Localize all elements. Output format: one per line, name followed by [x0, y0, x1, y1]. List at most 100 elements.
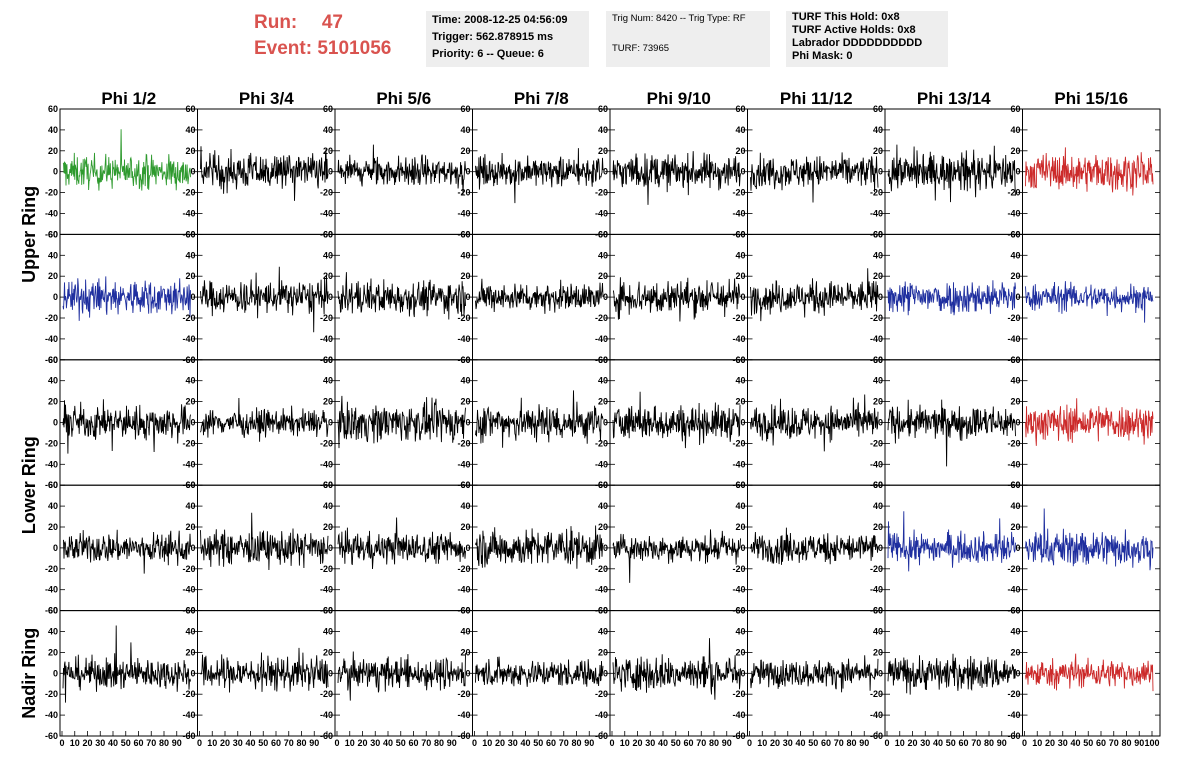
y-tick-label: 40: [873, 250, 883, 260]
y-tick-label: 20: [48, 522, 58, 532]
y-tick-label: -60: [1007, 731, 1020, 741]
y-tick-label: -40: [595, 585, 608, 595]
x-tick-label: 70: [559, 738, 569, 748]
panel-frame: [197, 484, 336, 612]
y-tick-label: -20: [870, 438, 883, 448]
y-tick-label: 40: [735, 125, 745, 135]
waveform-trace: [613, 277, 741, 322]
x-tick-label: 40: [933, 738, 943, 748]
y-tick-label: 60: [873, 229, 883, 239]
y-tick-label: -20: [45, 313, 58, 323]
y-tick-label: 0: [53, 543, 58, 553]
y-tick-label: 0: [740, 292, 745, 302]
y-tick-label: 40: [1010, 125, 1020, 135]
y-tick-label: -20: [182, 313, 195, 323]
x-tick-label: 80: [296, 738, 306, 748]
y-tick-label: 40: [48, 627, 58, 637]
y-tick-label: -20: [320, 438, 333, 448]
column-title: Phi 1/2: [101, 89, 156, 108]
y-tick-label: -40: [732, 710, 745, 720]
x-tick-label: 60: [958, 738, 968, 748]
y-tick-label: 60: [598, 606, 608, 616]
y-tick-label: -20: [182, 564, 195, 574]
y-tick-label: 40: [323, 501, 333, 511]
y-tick-label: 0: [328, 418, 333, 428]
y-tick-label: 40: [460, 627, 470, 637]
y-tick-label: 60: [598, 104, 608, 114]
y-tick-label: 0: [1015, 167, 1020, 177]
y-tick-label: 40: [48, 125, 58, 135]
x-tick-label: 100: [1144, 738, 1159, 748]
x-tick-label: 30: [645, 738, 655, 748]
time-text: Time: 2008-12-25 04:56:09: [432, 14, 568, 26]
y-tick-label: -20: [45, 438, 58, 448]
y-tick-label: 40: [735, 501, 745, 511]
x-tick-label: 80: [571, 738, 581, 748]
waveform-trace: [612, 151, 741, 205]
waveform-trace: [1025, 653, 1154, 692]
waveform-trace: [612, 638, 741, 700]
y-tick-label: 60: [185, 606, 195, 616]
y-tick-label: -60: [595, 731, 608, 741]
y-tick-label: -20: [870, 313, 883, 323]
y-tick-label: 0: [53, 167, 58, 177]
waveform-trace: [337, 395, 466, 449]
y-tick-label: 0: [465, 292, 470, 302]
y-tick-label: -40: [320, 585, 333, 595]
x-tick-label: 0: [1022, 738, 1027, 748]
y-tick-label: -40: [45, 334, 58, 344]
y-tick-label: -40: [732, 585, 745, 595]
y-tick-label: 20: [735, 271, 745, 281]
y-tick-label: -60: [45, 480, 58, 490]
y-tick-label: 0: [328, 167, 333, 177]
waveform-trace: [475, 390, 604, 448]
y-tick-label: -40: [595, 459, 608, 469]
y-tick-label: -20: [732, 438, 745, 448]
y-tick-label: 40: [1010, 501, 1020, 511]
x-tick-label: 50: [121, 738, 131, 748]
column-title: Phi 3/4: [239, 89, 294, 108]
y-tick-label: 60: [1010, 480, 1020, 490]
column-title: Phi 7/8: [514, 89, 569, 108]
y-tick-label: -20: [595, 188, 608, 198]
x-tick-label: 10: [895, 738, 905, 748]
y-tick-label: -20: [457, 689, 470, 699]
y-tick-label: -40: [457, 459, 470, 469]
priority-text: Priority: 6 -- Queue: 6: [432, 48, 544, 60]
y-tick-label: 60: [185, 355, 195, 365]
y-tick-label: -40: [732, 209, 745, 219]
x-tick-label: 20: [495, 738, 505, 748]
y-tick-label: -40: [45, 459, 58, 469]
trigger-text: Trigger: 562.878915 ms: [432, 31, 554, 43]
y-tick-label: -20: [182, 438, 195, 448]
y-tick-label: -40: [595, 710, 608, 720]
y-tick-label: -40: [1007, 710, 1020, 720]
y-tick-label: 40: [873, 376, 883, 386]
x-tick-label: 10: [620, 738, 630, 748]
y-tick-label: 40: [185, 376, 195, 386]
y-tick-label: 0: [328, 292, 333, 302]
y-tick-label: 60: [460, 229, 470, 239]
y-tick-label: -20: [457, 188, 470, 198]
x-tick-label: 80: [1121, 738, 1131, 748]
y-tick-label: 20: [48, 146, 58, 156]
y-tick-label: -20: [457, 438, 470, 448]
y-tick-label: 40: [460, 125, 470, 135]
waveform-trace: [887, 399, 1016, 467]
x-tick-label: 70: [1109, 738, 1119, 748]
y-tick-label: 40: [1010, 376, 1020, 386]
y-tick-label: 60: [873, 480, 883, 490]
y-tick-label: -20: [45, 188, 58, 198]
waveform-trace: [200, 397, 329, 442]
y-tick-label: 20: [323, 647, 333, 657]
waveform-trace: [62, 276, 191, 321]
y-tick-label: -40: [182, 459, 195, 469]
waveform-trace: [750, 394, 879, 452]
x-tick-label: 40: [245, 738, 255, 748]
waveform-trace: [750, 527, 879, 565]
waveform-trace: [750, 152, 879, 203]
x-tick-label: 20: [1045, 738, 1055, 748]
row-group-label: Lower Ring: [19, 436, 39, 534]
y-tick-label: 40: [460, 501, 470, 511]
